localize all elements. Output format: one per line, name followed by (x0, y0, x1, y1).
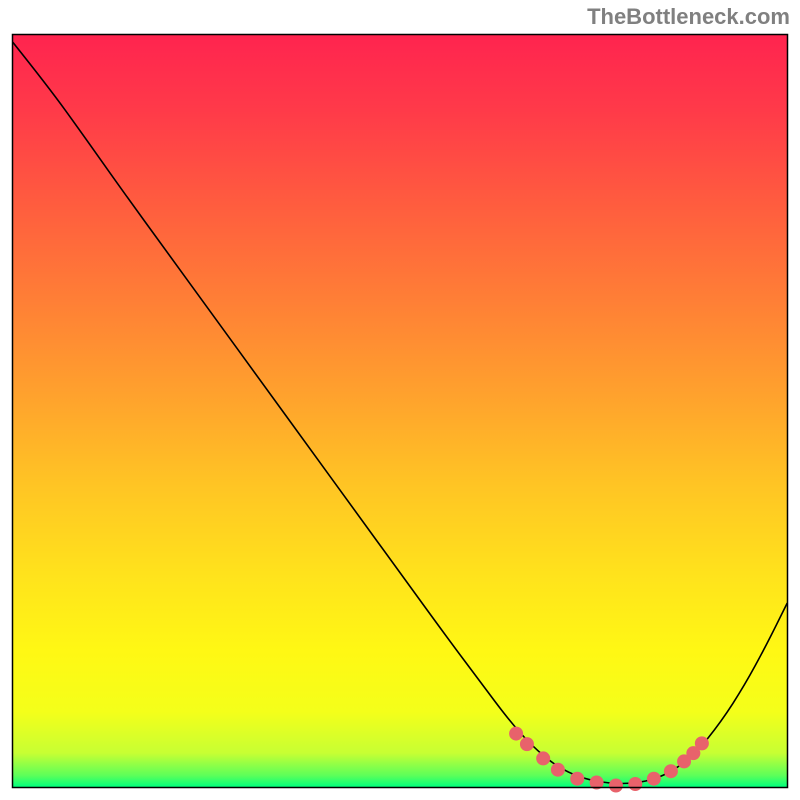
marker-dot (570, 772, 584, 786)
marker-dot (551, 763, 565, 777)
chart-content-group (13, 35, 788, 793)
marker-dot (536, 751, 550, 765)
marker-dot (609, 778, 623, 792)
marker-dot (509, 727, 523, 741)
watermark-text: TheBottleneck.com (587, 4, 790, 30)
bottleneck-chart-container: TheBottleneck.com (0, 0, 800, 800)
gradient-background (13, 35, 787, 787)
bottleneck-curve-chart (0, 0, 800, 800)
marker-dot (664, 764, 678, 778)
marker-dot (628, 777, 642, 791)
marker-dot (695, 736, 709, 750)
marker-dot (520, 737, 534, 751)
marker-dot (647, 772, 661, 786)
